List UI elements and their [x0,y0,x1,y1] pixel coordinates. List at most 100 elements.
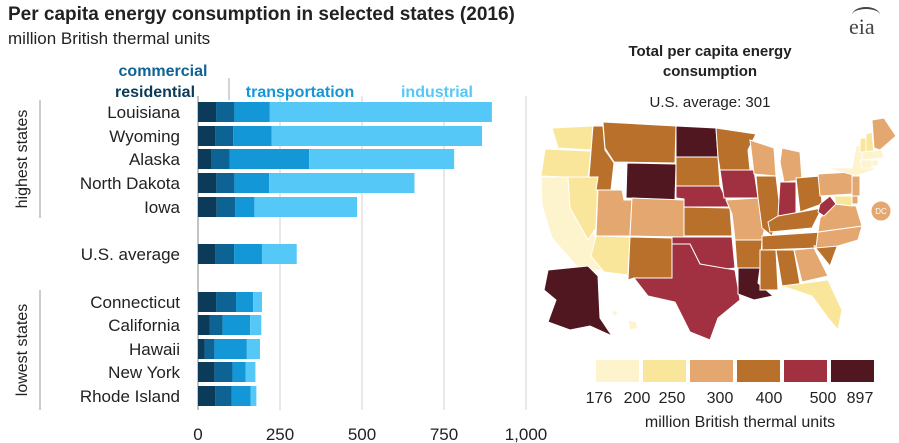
bar-iowa-commercial [216,197,236,217]
group-label-lowest-states: lowest states [14,304,31,396]
map-region-hi [611,309,639,331]
map-region-ct [859,159,873,169]
bar-louisiana-residential [198,102,217,122]
bar-u-s-average-residential [198,244,216,264]
bar-wyoming-commercial [215,126,234,146]
bar-louisiana-industrial [269,102,492,122]
map-region-or [540,148,592,179]
bar-rhode-island-residential [198,386,216,406]
legend-industrial: industrial [401,84,473,101]
bar-california-commercial [209,315,223,335]
map-legend-break-400: 400 [756,390,783,407]
x-tick-label-500: 500 [348,425,376,443]
bar-california-residential [198,315,210,335]
x-tick-label-250: 250 [266,425,294,443]
bar-hawaii-residential [198,339,205,359]
map-region-wv [817,195,837,217]
legend-commercial: commercial [119,63,208,80]
legend-transportation: transportation [246,84,354,101]
map-region-dc-label: DC [875,207,887,216]
category-label-connecticut: Connecticut [90,293,180,312]
category-label-rhode-island: Rhode Island [80,387,180,406]
map-region-pa [817,171,853,197]
bar-new-york-commercial [214,362,233,382]
chart-subtitle: million British thermal units [8,29,211,48]
bar-alaska-transportation [229,149,310,169]
map-region-nd [675,125,719,158]
map-region-in [777,181,797,217]
category-label-louisiana: Louisiana [107,103,180,122]
bar-north-dakota-residential [198,173,217,193]
bar-rhode-island-industrial [250,386,257,406]
map-region-ri [871,159,879,167]
bar-u-s-average-commercial [215,244,235,264]
category-label-alaska: Alaska [129,150,181,169]
map-region-oh [795,175,823,213]
map-region-tx [632,243,741,341]
bar-california-transportation [222,315,251,335]
bar-u-s-average-transportation [234,244,262,264]
map-region-ma [861,149,885,161]
bar-rhode-island-transportation [231,386,251,406]
bar-hawaii-transportation [214,339,247,359]
bar-north-dakota-industrial [269,173,415,193]
bar-north-dakota-commercial [216,173,235,193]
eia-logo-arc [852,7,880,23]
map-region-wi [749,139,777,177]
bar-u-s-average-industrial [261,244,297,264]
map-region-mi [779,147,803,183]
bar-rhode-island-commercial [215,386,232,406]
map-region-nm [627,236,673,281]
map-region-me [871,117,897,151]
map-region-mn [715,127,757,171]
legend-residential: residential [115,84,195,101]
bar-louisiana-commercial [216,102,235,122]
map-region-co [629,197,685,238]
x-tick-label-0: 0 [193,425,202,443]
map-region-fl [781,279,843,332]
map-region-nj [851,175,861,197]
bar-hawaii-industrial [246,339,260,359]
map-region-ms [759,249,779,291]
map-us-average: U.S. average: 301 [649,94,771,111]
bar-wyoming-residential [198,126,216,146]
map-legend-break-897: 897 [847,390,874,407]
map-region-md [833,195,853,207]
map-region-wy [625,162,677,201]
map-region-wa [551,125,594,151]
bar-new-york-industrial [245,362,256,382]
bar-iowa-residential [198,197,217,217]
map-region-sd [675,156,721,187]
category-label-iowa: Iowa [144,198,180,217]
map-region-dc [870,200,892,222]
bar-new-york-residential [198,362,215,382]
bar-north-dakota-transportation [234,173,270,193]
bar-alaska-industrial [309,149,455,169]
bar-connecticut-commercial [216,292,237,312]
bar-alaska-commercial [211,149,230,169]
bar-wyoming-transportation [233,126,272,146]
x-tick-label-750: 750 [430,425,458,443]
map-region-vt [859,137,867,153]
category-label-new-york: New York [108,363,180,382]
map-legend-swatch-2 [690,360,733,382]
map-legend-unit: million British thermal units [645,414,835,431]
bar-iowa-industrial [254,197,358,217]
bar-alaska-residential [198,149,212,169]
map-legend-break-250: 250 [659,390,686,407]
map-legend-swatch-0 [596,360,639,382]
map-region-ne [675,185,731,208]
map-legend-swatch-1 [643,360,686,382]
category-label-california: California [108,316,180,335]
map-region-az [590,235,631,276]
bar-hawaii-commercial [204,339,215,359]
bar-louisiana-transportation [234,102,270,122]
x-tick-label-1-000: 1,000 [505,425,548,443]
category-label-u-s-average: U.S. average [81,245,180,264]
category-label-wyoming: Wyoming [109,127,180,146]
map-legend-swatch-3 [737,360,780,382]
group-label-highest-states: highest states [14,110,31,209]
map-region-ia [719,169,759,199]
